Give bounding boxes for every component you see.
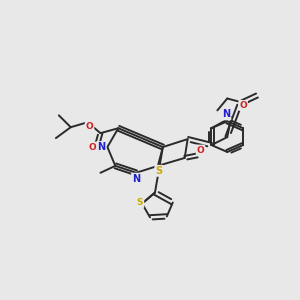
Text: S: S [137,198,143,207]
Text: S: S [155,166,163,176]
Text: O: O [86,122,93,131]
Text: O: O [197,146,204,154]
Text: N: N [98,142,106,152]
Text: N: N [132,174,140,184]
Text: N: N [222,109,230,119]
Text: O: O [239,101,247,110]
Text: O: O [89,142,96,152]
